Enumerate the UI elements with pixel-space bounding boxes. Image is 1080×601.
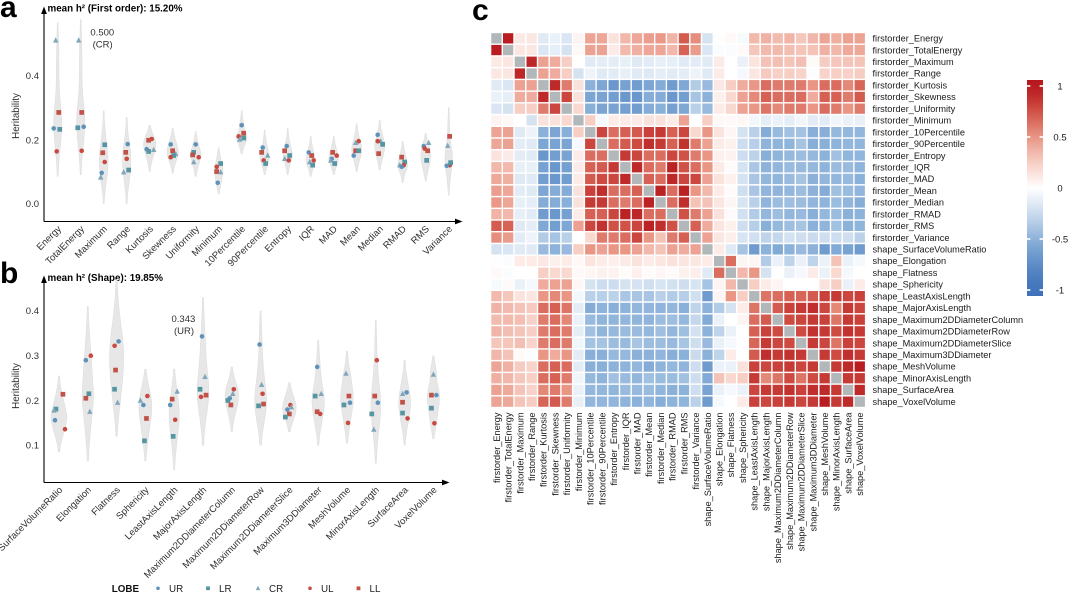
svg-text:firstorder_Mean: firstorder_Mean <box>873 186 937 196</box>
svg-text:firstorder_Range: firstorder_Range <box>873 69 941 79</box>
svg-text:0.4: 0.4 <box>26 71 39 82</box>
svg-text:firstorder_90Percentile: firstorder_90Percentile <box>597 413 607 505</box>
svg-text:firstorder_90Percentile: firstorder_90Percentile <box>873 139 965 149</box>
svg-text:shape_Maximum2DDiameterColumn: shape_Maximum2DDiameterColumn <box>873 315 1024 325</box>
svg-text:shape_Maximum2DDiameterRow: shape_Maximum2DDiameterRow <box>785 412 795 550</box>
svg-text:firstorder_TotalEnergy: firstorder_TotalEnergy <box>504 412 514 502</box>
svg-text:0.1: 0.1 <box>26 441 39 452</box>
svg-text:firstorder_Variance: firstorder_Variance <box>873 233 950 243</box>
svg-text:0.4: 0.4 <box>26 306 39 317</box>
svg-text:firstorder_RMAD: firstorder_RMAD <box>668 412 678 481</box>
svg-text:firstorder_RMAD: firstorder_RMAD <box>873 209 942 219</box>
svg-text:UR: UR <box>169 584 183 595</box>
svg-text:shape_Sphericity: shape_Sphericity <box>738 412 748 483</box>
svg-text:shape_Flatness: shape_Flatness <box>873 268 938 278</box>
svg-text:shape_VoxelVolume: shape_VoxelVolume <box>855 413 865 496</box>
svg-text:shape_Maximum3DDiameter: shape_Maximum3DDiameter <box>808 413 818 532</box>
svg-text:shape_MeshVolume: shape_MeshVolume <box>873 362 956 372</box>
svg-text:shape_Elongation: shape_Elongation <box>873 256 947 266</box>
svg-text:firstorder_IQR: firstorder_IQR <box>873 162 931 172</box>
svg-text:shape_MinorAxisLength: shape_MinorAxisLength <box>832 413 842 512</box>
svg-text:CR: CR <box>269 584 283 595</box>
svg-text:c: c <box>472 0 489 27</box>
svg-text:firstorder_Minimum: firstorder_Minimum <box>574 412 584 491</box>
svg-text:shape_MajorAxisLength: shape_MajorAxisLength <box>761 413 771 512</box>
svg-text:shape_Flatness: shape_Flatness <box>726 412 736 477</box>
svg-text:shape_MinorAxisLength: shape_MinorAxisLength <box>873 373 972 383</box>
svg-text:shape_LeastAxisLength: shape_LeastAxisLength <box>873 291 971 301</box>
svg-text:firstorder_Maximum: firstorder_Maximum <box>515 412 525 494</box>
svg-text:shape_SurfaceArea: shape_SurfaceArea <box>844 412 854 494</box>
svg-text:0.0: 0.0 <box>26 199 39 210</box>
svg-text:firstorder_Maximum: firstorder_Maximum <box>873 57 955 67</box>
svg-text:mean h² (First order): 15.20%: mean h² (First order): 15.20% <box>48 4 183 15</box>
svg-text:firstorder_IQR: firstorder_IQR <box>621 412 631 470</box>
svg-text:LR: LR <box>219 584 232 595</box>
svg-text:firstorder_Uniformity: firstorder_Uniformity <box>873 104 956 114</box>
svg-text:shape_Maximum2DDiameterSlice: shape_Maximum2DDiameterSlice <box>873 338 1012 348</box>
svg-text:firstorder_Uniformity: firstorder_Uniformity <box>562 412 572 495</box>
svg-text:firstorder_Range: firstorder_Range <box>527 413 537 481</box>
svg-text:0.2: 0.2 <box>26 136 39 147</box>
svg-text:0: 0 <box>1057 183 1062 194</box>
svg-text:-1: -1 <box>1056 285 1064 296</box>
svg-text:0.2: 0.2 <box>26 396 39 407</box>
svg-text:shape_Sphericity: shape_Sphericity <box>873 280 944 290</box>
svg-text:mean h² (Shape): 19.85%: mean h² (Shape): 19.85% <box>48 273 164 284</box>
svg-text:firstorder_Skewness: firstorder_Skewness <box>550 412 560 496</box>
svg-text:firstorder_Skewness: firstorder_Skewness <box>873 92 957 102</box>
svg-text:firstorder_Median: firstorder_Median <box>873 198 945 208</box>
svg-text:0.3: 0.3 <box>26 351 39 362</box>
svg-text:firstorder_Kurtosis: firstorder_Kurtosis <box>539 412 549 487</box>
svg-text:shape_SurfaceArea: shape_SurfaceArea <box>873 385 955 395</box>
svg-text:LOBE: LOBE <box>112 584 140 595</box>
svg-text:shape_Maximum2DDiameterRow: shape_Maximum2DDiameterRow <box>873 327 1011 337</box>
svg-text:firstorder_MAD: firstorder_MAD <box>633 412 643 474</box>
svg-text:b: b <box>0 257 18 290</box>
svg-text:firstorder_Mean: firstorder_Mean <box>644 413 654 477</box>
svg-text:1: 1 <box>1057 81 1062 92</box>
svg-text:firstorder_RMS: firstorder_RMS <box>873 221 935 231</box>
svg-text:Heritability: Heritability <box>11 363 22 409</box>
svg-text:shape_Maximum3DDiameter: shape_Maximum3DDiameter <box>873 350 992 360</box>
svg-text:shape_SurfaceVolumeRatio: shape_SurfaceVolumeRatio <box>873 245 987 255</box>
svg-text:firstorder_Median: firstorder_Median <box>656 413 666 485</box>
svg-text:firstorder_TotalEnergy: firstorder_TotalEnergy <box>873 45 963 55</box>
svg-text:LL: LL <box>370 584 381 595</box>
svg-text:UL: UL <box>321 584 334 595</box>
svg-text:shape_LeastAxisLength: shape_LeastAxisLength <box>750 413 760 511</box>
svg-text:firstorder_Minimum: firstorder_Minimum <box>873 116 952 126</box>
svg-text:0.5: 0.5 <box>1053 132 1066 143</box>
svg-text:firstorder_Energy: firstorder_Energy <box>492 412 502 483</box>
svg-text:shape_Elongation: shape_Elongation <box>715 413 725 487</box>
svg-text:firstorder_MAD: firstorder_MAD <box>873 174 935 184</box>
svg-text:0.500: 0.500 <box>90 28 114 39</box>
svg-text:a: a <box>0 0 17 24</box>
svg-text:shape_MeshVolume: shape_MeshVolume <box>820 413 830 496</box>
svg-text:shape_VoxelVolume: shape_VoxelVolume <box>873 397 956 407</box>
svg-text:shape_SurfaceVolumeRatio: shape_SurfaceVolumeRatio <box>703 413 713 527</box>
svg-text:firstorder_10Percentile: firstorder_10Percentile <box>586 413 596 505</box>
svg-text:-0.5: -0.5 <box>1052 234 1068 245</box>
svg-text:firstorder_Energy: firstorder_Energy <box>873 34 944 44</box>
svg-text:firstorder_Entropy: firstorder_Entropy <box>873 151 946 161</box>
svg-text:firstorder_Variance: firstorder_Variance <box>691 413 701 490</box>
svg-text:Heritability: Heritability <box>11 93 22 139</box>
svg-text:(UR): (UR) <box>174 326 194 337</box>
svg-text:firstorder_Kurtosis: firstorder_Kurtosis <box>873 80 948 90</box>
svg-text:firstorder_RMS: firstorder_RMS <box>679 413 689 475</box>
svg-text:shape_Maximum2DDiameterColumn: shape_Maximum2DDiameterColumn <box>773 413 783 564</box>
svg-text:(CR): (CR) <box>93 40 113 51</box>
svg-text:shape_MajorAxisLength: shape_MajorAxisLength <box>873 303 972 313</box>
svg-text:firstorder_Entropy: firstorder_Entropy <box>609 412 619 485</box>
svg-text:0.343: 0.343 <box>172 314 196 325</box>
svg-text:firstorder_10Percentile: firstorder_10Percentile <box>873 127 965 137</box>
svg-text:shape_Maximum2DDiameterSlice: shape_Maximum2DDiameterSlice <box>797 413 807 552</box>
